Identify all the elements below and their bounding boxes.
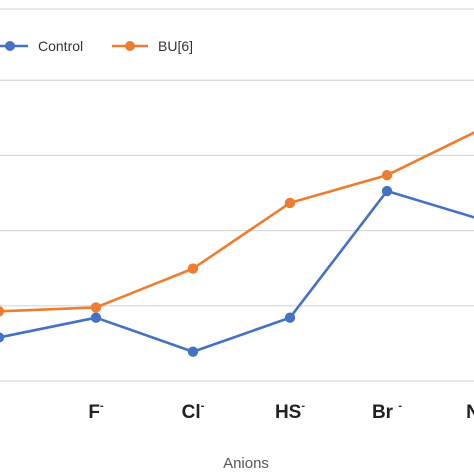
data-point (90, 302, 102, 313)
x-tick-label: Br - (372, 400, 402, 423)
legend-label: Control (38, 38, 83, 54)
x-tick-label: Cl- (182, 400, 205, 423)
x-axis-title: Anions (223, 455, 269, 472)
legend: Control BU[6] (0, 38, 193, 54)
data-point (187, 263, 199, 274)
data-point (381, 170, 393, 181)
gridlines (0, 8, 474, 382)
x-tick-label: HS- (275, 400, 305, 423)
data-point (381, 185, 393, 197)
legend-item: BU[6] (112, 38, 193, 54)
series-lines (0, 131, 474, 354)
series-line-1 (0, 189, 474, 354)
data-point (284, 312, 296, 323)
data-point (284, 197, 296, 209)
legend-marker (125, 41, 135, 51)
x-tick-labels: F- Cl- HS- Br - NO3- (88, 400, 474, 427)
data-point (0, 306, 5, 317)
series-line-2 (0, 131, 474, 313)
x-tick-label: F- (88, 400, 104, 423)
series-markers (0, 170, 393, 357)
legend-item: Control (0, 38, 83, 54)
legend-label: BU[6] (158, 38, 193, 54)
data-point (0, 332, 5, 343)
x-tick-label: NO3- (466, 400, 474, 427)
data-point (90, 312, 102, 323)
data-point (187, 346, 199, 357)
legend-marker (5, 41, 15, 51)
